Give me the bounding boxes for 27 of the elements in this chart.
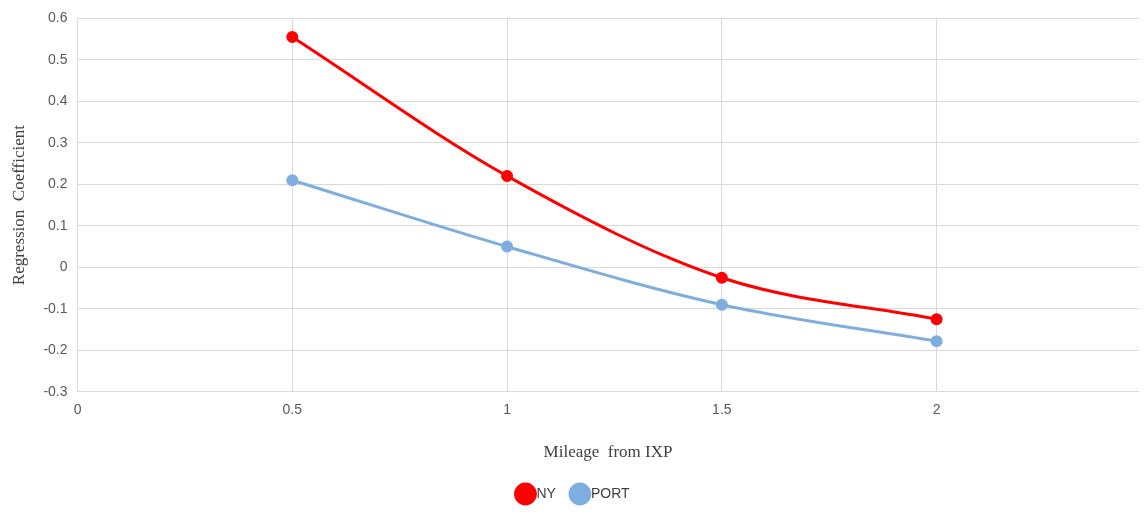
y-axis-title: Regression Coefficient	[8, 124, 28, 286]
legend-label: NY	[536, 484, 557, 501]
x-tick-label: 0.5	[282, 401, 303, 418]
y-tick-label: 0	[59, 258, 68, 275]
y-tick-label: -0.1	[43, 299, 68, 316]
y-tick-label: 0.4	[48, 92, 68, 109]
point	[286, 174, 299, 187]
y-tick-label: 0.1	[48, 216, 68, 233]
y-tick-label: 0.2	[48, 175, 68, 192]
x-tick-label: 1	[503, 401, 512, 418]
y-tick-label: 0.5	[48, 50, 68, 67]
point	[501, 240, 514, 253]
x-tick-label: 2	[932, 401, 941, 418]
y-tick-label: -0.3	[43, 382, 68, 399]
y-tick-label: 0.6	[48, 9, 68, 26]
point	[930, 313, 943, 326]
point	[715, 298, 728, 311]
point	[501, 170, 514, 183]
point	[930, 335, 943, 348]
point	[286, 31, 299, 44]
y-tick-label: -0.2	[43, 341, 68, 358]
x-tick-label: 0	[73, 401, 82, 418]
y-tick-label: 0.3	[48, 133, 68, 150]
legend-label: PORT	[590, 484, 630, 501]
x-tick-label: 1.5	[712, 401, 732, 418]
point	[715, 271, 728, 284]
x-axis-title: Mileage from IXP	[543, 442, 673, 462]
